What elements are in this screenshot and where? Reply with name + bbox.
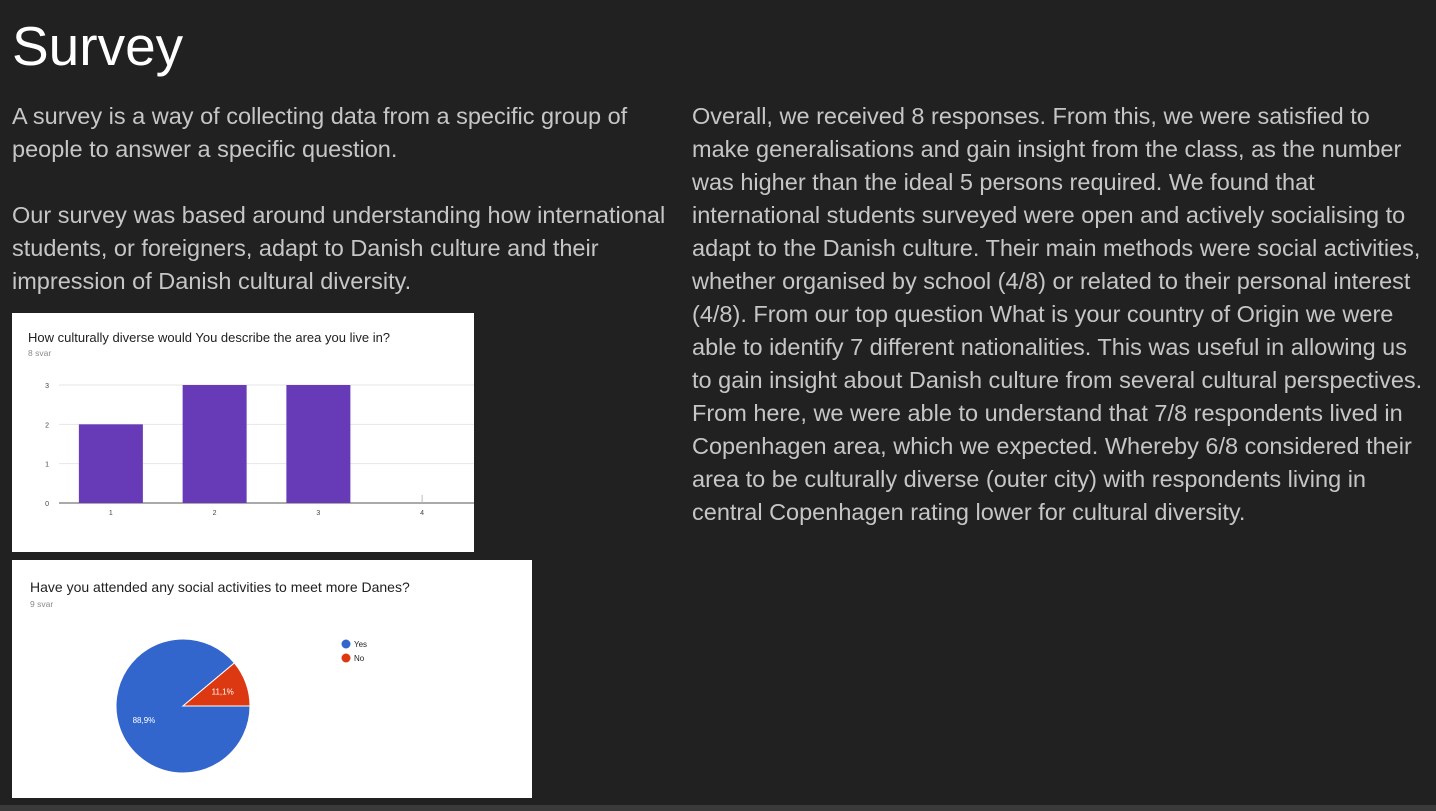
pie-value-label-yes: 88,9% [133,716,156,725]
x-tick-label: 2 [213,510,217,517]
bar-chart-response-count: 8 svar [28,348,52,358]
pie-chart: 88,9% 11,1% Yes No [115,638,367,774]
legend-marker [341,653,351,663]
legend-marker [341,639,351,649]
legend-label: Yes [354,640,367,649]
intro-paragraph-2: Our survey was based around understandin… [12,202,666,294]
x-tick-label: 3 [316,510,320,517]
bar-chart-card: How culturally diverse would You describ… [12,313,474,552]
intro-paragraph-1: A survey is a way of collecting data fro… [12,103,628,162]
y-tick-label: 1 [45,462,49,469]
findings-text: Overall, we received 8 responses. From t… [692,100,1432,529]
pie-slice-no [181,662,251,707]
y-tick-label: 2 [45,422,49,429]
pie-chart-card: Have you attended any social activities … [12,560,532,798]
legend-label: No [354,654,365,663]
pie-value-label-no: 11,1% [212,688,234,697]
bar [78,424,143,503]
pie-chart-title: Have you attended any social activities … [30,579,410,595]
bar [286,385,351,503]
y-tick-label: 3 [45,383,49,390]
findings-paragraph: Overall, we received 8 responses. From t… [692,103,1423,525]
bar [182,385,247,503]
y-tick-label: 0 [45,501,49,508]
bottom-strip [0,805,1436,811]
bar-chart-title: How culturally diverse would You describ… [28,330,391,345]
slide-title: Survey [12,15,184,77]
pie-chart-response-count: 9 svar [30,599,54,609]
intro-text: A survey is a way of collecting data fro… [12,100,672,298]
x-tick-label: 1 [109,510,113,517]
bar-chart: 0 1 2 3 1 2 3 4 [45,383,474,517]
x-tick-label: 4 [420,510,424,517]
